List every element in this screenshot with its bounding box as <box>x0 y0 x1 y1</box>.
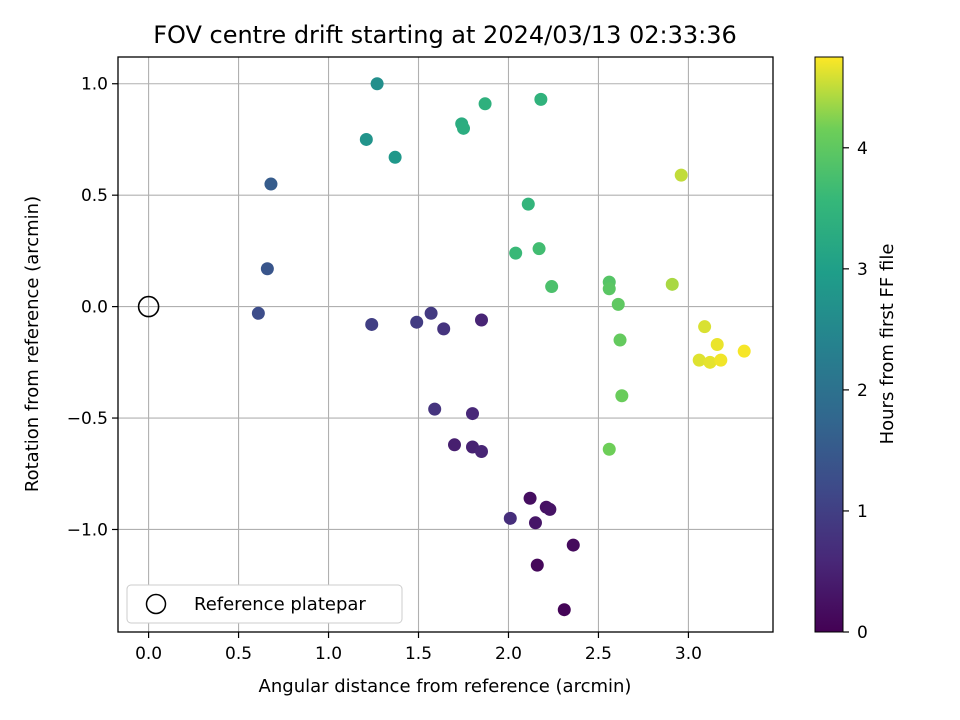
data-point <box>264 177 278 191</box>
reference-marker <box>137 295 160 318</box>
data-point <box>509 246 523 260</box>
data-point <box>359 132 373 146</box>
data-point <box>703 355 717 369</box>
y-tick-label: −0.5 <box>67 409 108 429</box>
data-point <box>428 402 442 416</box>
data-point <box>521 197 535 211</box>
colorbar-tick-label: 3 <box>857 260 868 280</box>
colorbar <box>814 56 844 633</box>
grid-lines <box>118 57 773 632</box>
x-tick-label: 3.0 <box>675 644 702 664</box>
legend-box <box>126 584 403 624</box>
colorbar-ticks: 0 1 2 3 4 <box>843 139 868 643</box>
x-axis-ticks: 0.0 0.5 1.0 1.5 2.0 2.5 3.0 <box>135 632 702 664</box>
data-point <box>532 242 546 256</box>
x-tick-label: 2.0 <box>495 644 522 664</box>
data-point <box>465 407 479 421</box>
data-point <box>530 558 544 572</box>
data-point <box>447 438 461 452</box>
data-point <box>260 262 274 276</box>
y-tick-label: 0.5 <box>81 186 108 206</box>
data-point <box>474 313 488 327</box>
data-point <box>665 277 679 291</box>
y-tick-label: 0.0 <box>81 298 108 318</box>
data-point <box>456 121 470 135</box>
data-point <box>474 444 488 458</box>
data-point <box>692 353 706 367</box>
chart-title: FOV centre drift starting at 2024/03/13 … <box>153 21 737 49</box>
data-point <box>410 315 424 329</box>
data-point <box>365 317 379 331</box>
y-axis-ticks: −1.0 −0.5 0.0 0.5 1.0 <box>67 75 118 540</box>
legend-reference-marker <box>145 593 167 615</box>
data-point <box>557 603 571 617</box>
data-point <box>528 516 542 530</box>
y-tick-label: 1.0 <box>81 75 108 95</box>
x-tick-label: 1.0 <box>315 644 342 664</box>
data-point <box>602 282 616 296</box>
data-point <box>602 442 616 456</box>
data-point <box>674 168 688 182</box>
data-point <box>615 389 629 403</box>
data-point <box>388 150 402 164</box>
plot-frame <box>117 56 774 633</box>
data-point <box>543 502 557 516</box>
y-tick-label: −1.0 <box>67 520 108 540</box>
x-tick-label: 0.0 <box>135 644 162 664</box>
data-point <box>534 92 548 106</box>
colorbar-tick-label: 4 <box>857 139 868 159</box>
data-point <box>710 338 724 351</box>
data-point <box>611 297 625 311</box>
data-point <box>737 344 751 358</box>
data-point <box>545 280 559 294</box>
data-point <box>714 353 728 367</box>
colorbar-label: Hours from first FF file <box>877 244 898 445</box>
data-point <box>478 97 492 111</box>
data-point <box>613 333 627 347</box>
colorbar-tick-label: 2 <box>857 381 868 401</box>
colorbar-tick-label: 1 <box>857 502 868 522</box>
data-point <box>523 491 537 505</box>
data-point <box>503 511 517 525</box>
legend-reference-label: Reference platepar <box>194 594 366 615</box>
data-point <box>251 306 265 320</box>
reference-marker-group <box>137 295 160 318</box>
data-points <box>251 77 751 617</box>
data-point <box>437 322 451 336</box>
data-point <box>370 77 384 91</box>
data-point <box>698 320 712 334</box>
y-axis-label: Rotation from reference (arcmin) <box>22 196 43 492</box>
x-tick-label: 1.5 <box>405 644 432 664</box>
data-point <box>424 306 438 320</box>
data-point <box>566 538 580 552</box>
x-axis-label: Angular distance from reference (arcmin) <box>259 676 632 697</box>
x-tick-label: 0.5 <box>225 644 252 664</box>
colorbar-tick-label: 0 <box>857 623 868 643</box>
legend: Reference platepar <box>126 584 403 624</box>
x-tick-label: 2.5 <box>585 644 612 664</box>
